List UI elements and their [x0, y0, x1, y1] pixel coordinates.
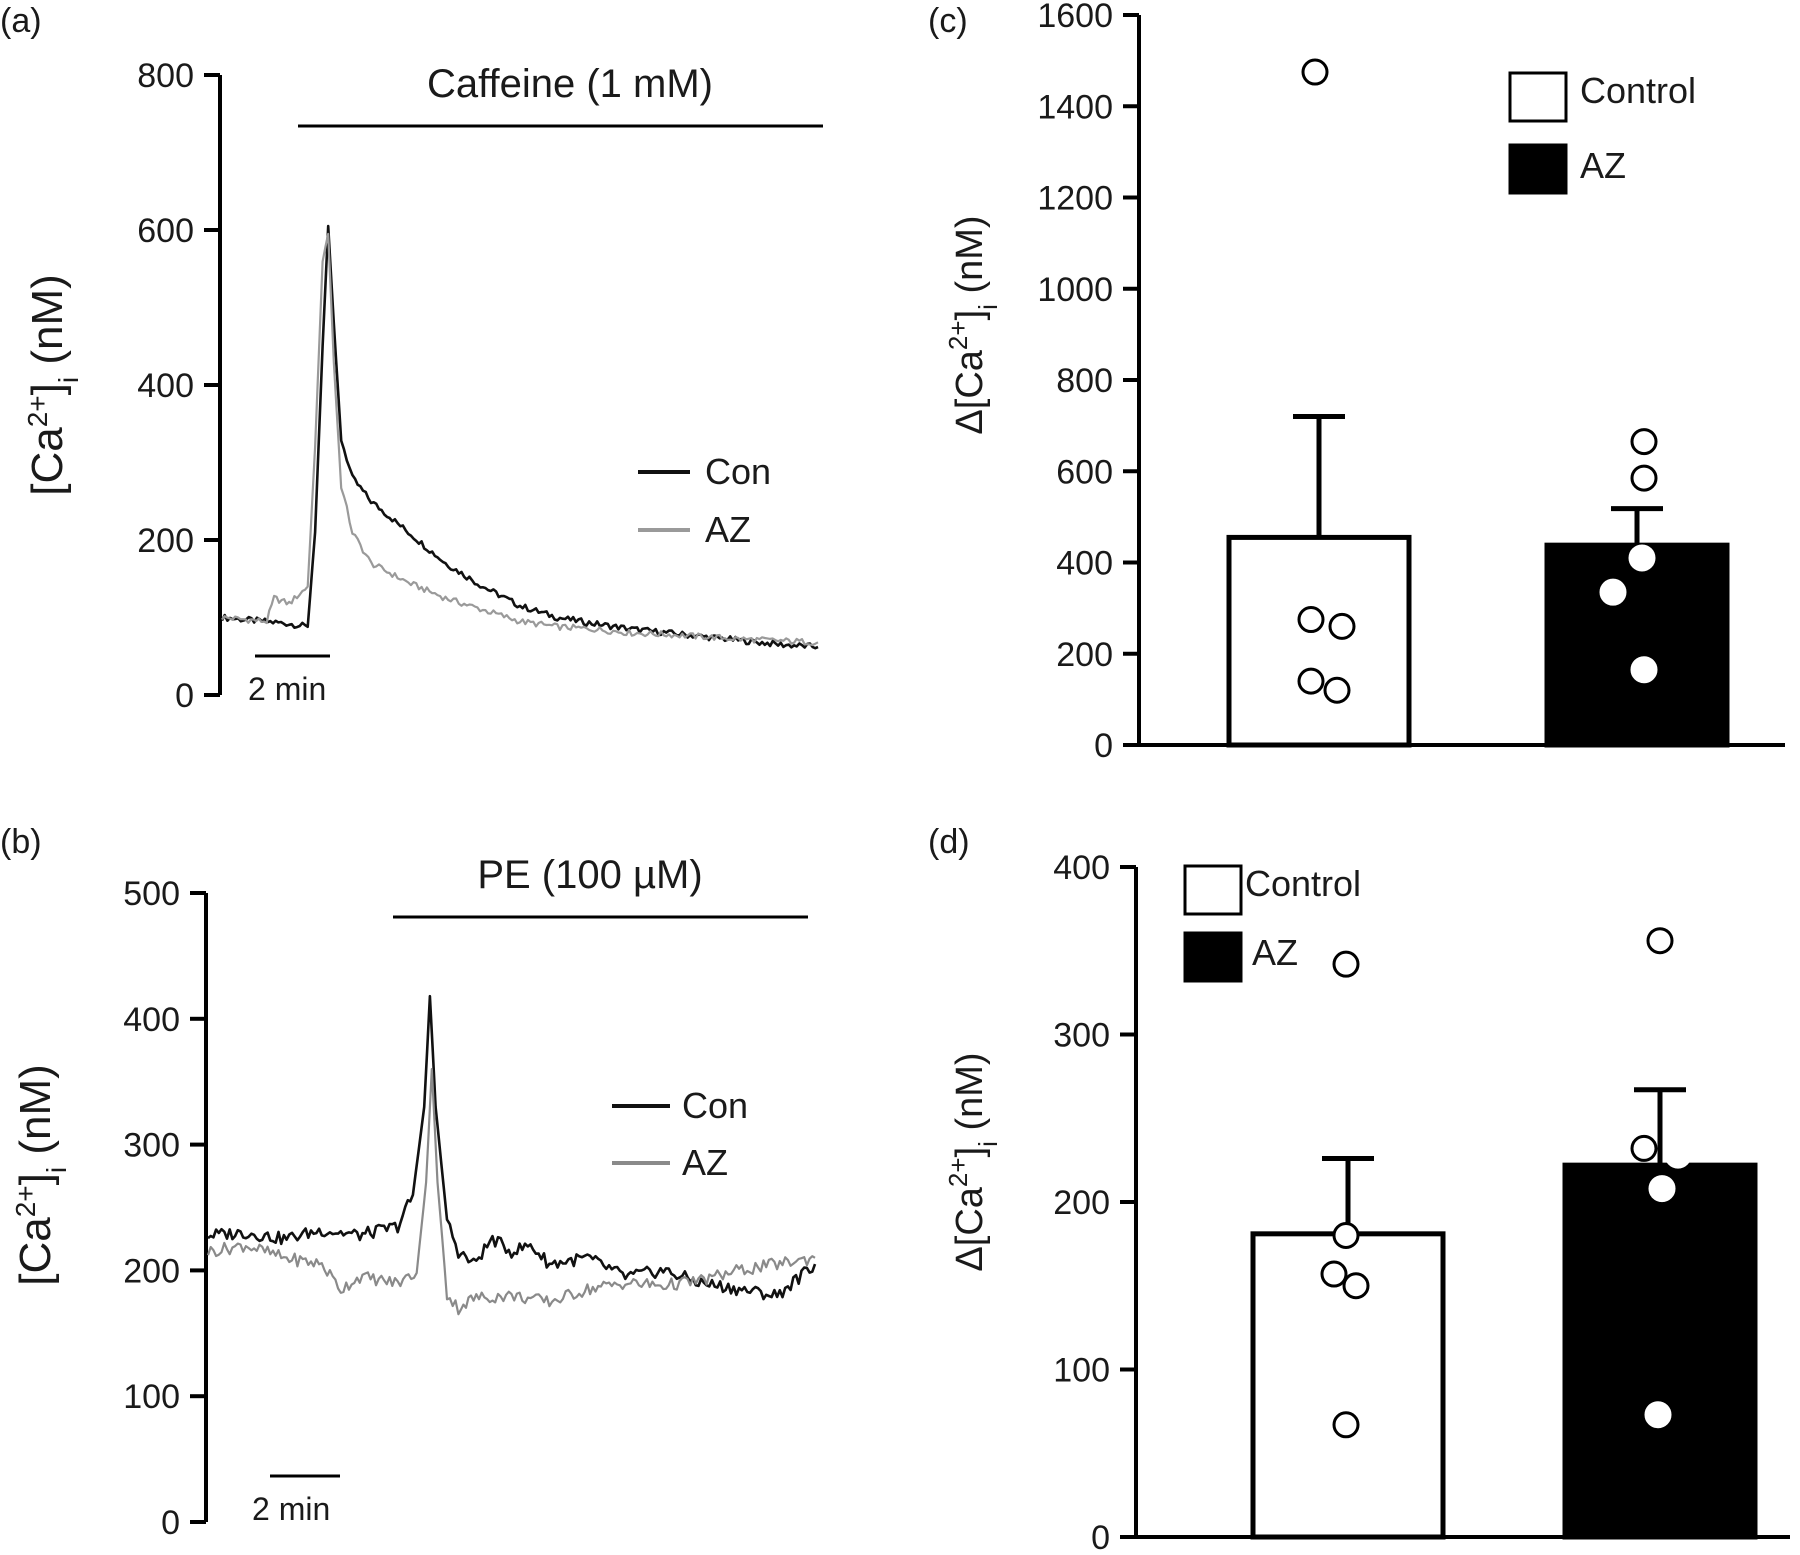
panel-c-label: (c): [928, 2, 968, 40]
panel-c-y-tick-label: 1400: [1037, 88, 1113, 126]
panel-c-legend-az-swatch: [1508, 143, 1568, 195]
panel-c-data-point-control: [1328, 612, 1356, 640]
panel-c-legend-control-label: Control: [1580, 70, 1696, 111]
panel-b-trace-az: [206, 1067, 816, 1316]
panel-c-y-tick-label: 800: [1056, 362, 1113, 400]
panel-a-y-tick-label: 600: [137, 212, 194, 250]
panel-c-data-point-az: [1630, 464, 1658, 492]
panel-d-y-axis-label: Δ[Ca2+]i (nM): [943, 1052, 1003, 1271]
panel-d-data-point-az: [1630, 1134, 1658, 1162]
panel-d-bar-az: [1562, 1162, 1758, 1540]
panel-c-data-point-az: [1630, 428, 1658, 456]
panel-c-bar-control: [1226, 534, 1412, 748]
panel-a-trace-con: [220, 224, 819, 650]
panel-b-y-tick-label: 200: [123, 1252, 180, 1290]
panel-c-y-tick-label: 600: [1056, 453, 1113, 491]
panel-d-y-tick-label: 200: [1053, 1184, 1110, 1222]
panel-d-y-tick-label: 0: [1091, 1519, 1110, 1555]
panel-a-y-axis-label: [Ca2+]i (nM): [22, 274, 84, 496]
panel-c-legend-control-swatch: [1508, 71, 1568, 123]
panel-d-data-point-az: [1648, 1175, 1676, 1203]
panel-d-y-tick-label: 300: [1053, 1017, 1110, 1055]
panel-d-legend-control-label: Control: [1245, 863, 1361, 904]
panel-b-y-tick-label: 400: [123, 1001, 180, 1039]
panel-d-y-tick-label: 100: [1053, 1352, 1110, 1390]
panel-b-trace-con: [207, 994, 817, 1301]
panel-d-legend-control-swatch: [1183, 864, 1243, 916]
panel-a-scale-label: 2 min: [248, 671, 326, 707]
panel-c-legend-az-label: AZ: [1580, 145, 1626, 186]
panel-d-data-point-control: [1342, 1272, 1370, 1300]
panel-c-data-point-control: [1323, 676, 1351, 704]
panel-c-data-point-az: [1599, 578, 1627, 606]
panel-c-bar-chart: (c) 0 200 400 600 800 1000 1200 1400 1600 Δ[Ca2+…: [928, 0, 1785, 765]
panel-d-y-tick-label: 400: [1053, 849, 1110, 887]
panel-c-data-point-control: [1297, 667, 1325, 695]
panel-a-stimulus-label: Caffeine (1 mM): [427, 62, 713, 106]
panel-a-y-tick-label: 800: [137, 57, 194, 95]
panel-c-data-point-az: [1630, 656, 1658, 684]
panel-c-y-tick-label: 1000: [1037, 271, 1113, 309]
panel-c-y-tick-label: 400: [1056, 545, 1113, 583]
panel-b-y-tick-label: 500: [123, 875, 180, 913]
panel-d-data-point-control: [1332, 950, 1360, 978]
panel-d-data-point-control: [1332, 1222, 1360, 1249]
panel-c-data-point-az: [1628, 544, 1656, 572]
panel-c-y-axis-label: Δ[Ca2+]i (nM): [943, 215, 1003, 434]
panel-a-legend-az-label: AZ: [705, 509, 751, 550]
panel-c-y-tick-label: 1600: [1037, 0, 1113, 35]
panel-c-bar-az: [1544, 542, 1730, 748]
panel-c-data-point-control: [1297, 606, 1325, 634]
panel-d-legend-az-label: AZ: [1252, 932, 1298, 973]
panel-a-trace-az: [221, 232, 819, 647]
panel-a-label: (a): [0, 2, 42, 40]
panel-c-y-tick-label: 0: [1094, 727, 1113, 765]
panel-a-legend-con-label: Con: [705, 451, 771, 492]
panel-d-data-point-az: [1646, 927, 1674, 955]
panel-d-data-point-az: [1664, 1141, 1692, 1169]
panel-b-stimulus-label: PE (100 µM): [477, 853, 702, 897]
panel-b-y-axis-label: [Ca2+]i (nM): [10, 1064, 72, 1286]
panel-b-y-tick-label: 300: [123, 1127, 180, 1165]
panel-b-label: (b): [0, 823, 42, 861]
panel-b-y-tick-label: 100: [123, 1378, 180, 1416]
panel-b-y-tick-label: 0: [161, 1504, 180, 1542]
panel-a-y-tick-label: 0: [175, 677, 194, 715]
panel-c-y-tick-label: 1200: [1037, 180, 1113, 218]
panel-d-data-point-control: [1320, 1260, 1348, 1288]
panel-a-trace-chart: (a) Caffeine (1 mM) 0 200 400 600 800 [Ca2+]…: [0, 2, 823, 715]
panel-a-y-tick-label: 200: [137, 522, 194, 560]
panel-b-legend-az-label: AZ: [682, 1142, 728, 1183]
panel-d-data-point-az: [1644, 1401, 1672, 1429]
panel-b-trace-chart: (b) PE (100 µM) 0 100 200 300 400 500 [Ca2+]i…: [0, 823, 817, 1542]
panel-b-scale-label: 2 min: [252, 1491, 330, 1527]
panel-d-label: (d): [928, 823, 970, 861]
panel-c-data-point-control: [1301, 58, 1329, 86]
panel-d-legend-az-swatch: [1183, 931, 1243, 983]
panel-a-y-tick-label: 400: [137, 367, 194, 405]
panel-c-y-tick-label: 200: [1056, 636, 1113, 674]
panel-b-legend-con-label: Con: [682, 1085, 748, 1126]
panel-d-data-point-control: [1332, 1411, 1360, 1439]
